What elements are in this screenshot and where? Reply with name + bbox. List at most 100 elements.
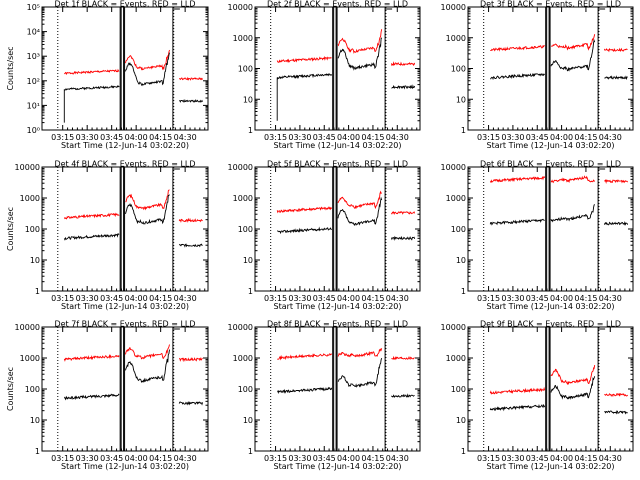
panel-det-7: Det 7f BLACK = Events, RED = LLD 1 10 100 10… [6,320,209,471]
y-tick-label: 10000 [228,163,253,172]
series-line-lld [276,190,416,216]
x-tick-label: 03:30 [501,454,524,463]
x-tick-label: 03:15 [264,294,287,303]
x-tick-label: 04:15 [361,454,384,463]
series-line-events [276,37,416,121]
x-tick-label: 04:00 [550,294,573,303]
y-tick-label: 100 [25,385,40,394]
x-tick-label: 03:15 [264,133,287,142]
x-tick-label: 04:00 [550,133,573,142]
y-tick-label: 10 [30,416,40,425]
x-axis-label: Start Time (12-Jun-14 03:02:20) [274,302,402,311]
x-tick-label: 04:30 [386,294,409,303]
y-tick-label: 1000 [20,354,40,363]
x-tick-label: 04:15 [574,133,597,142]
y-tick-label: 10000 [441,3,466,12]
y-tick-label: 100 [451,385,466,394]
panel-title: Det 3f BLACK = Events, RED = LLD [480,0,621,9]
x-tick-label: 03:30 [288,454,311,463]
series-line-lld [63,344,203,363]
x-tick-label: 04:30 [386,454,409,463]
x-tick-label: 03:45 [313,133,336,142]
x-tick-label: 04:30 [174,454,197,463]
series-line-events [489,204,629,226]
y-tick-label: 1000 [20,194,40,203]
series-line-events [63,52,203,123]
y-tick-label: 10 [243,256,253,265]
x-tick-label: 04:15 [361,294,384,303]
y-tick-label: 10000 [15,163,40,172]
series-line-lld [63,189,203,223]
y-tick-label: 1 [461,447,466,456]
x-tick-label: 03:15 [51,294,74,303]
y-tick-label: 10¹ [27,101,40,110]
x-axis-label: Start Time (12-Jun-14 03:02:20) [61,141,189,150]
panel-det-9: Det 9f BLACK = Events, RED = LLD 1 10 100 10… [441,320,634,471]
x-tick-label: 03:45 [313,294,336,303]
series-line-events [276,196,416,241]
y-tick-label: 10 [243,416,253,425]
x-tick-label: 03:45 [100,454,123,463]
x-tick-label: 04:30 [174,294,197,303]
panel-title: Det 6f BLACK = Events, RED = LLD [480,160,621,169]
panel-det-2: Det 2f BLACK = Events, RED = LLD 1 10 100 10… [228,0,421,150]
x-tick-label: 04:15 [149,294,172,303]
y-tick-label: 10⁰ [27,126,40,135]
x-tick-label: 04:30 [386,133,409,142]
x-tick-label: 03:45 [100,133,123,142]
series-line-events [63,349,204,406]
y-tick-label: 100 [25,225,40,234]
x-tick-label: 03:15 [51,454,74,463]
series-line-events [277,357,415,399]
series-line-lld [277,348,415,361]
y-tick-label: 100 [238,385,253,394]
panel-title: Det 7f BLACK = Events, RED = LLD [54,320,195,329]
x-tick-label: 04:30 [599,133,622,142]
panel-det-5: Det 5f BLACK = Events, RED = LLD 1 10 100 10… [228,160,421,311]
y-tick-label: 10 [243,95,253,104]
x-tick-label: 03:45 [100,294,123,303]
panel-title: Det 4f BLACK = Events, RED = LLD [54,160,195,169]
x-axis-label: Start Time (12-Jun-14 03:02:20) [61,302,189,311]
panel-title: Det 2f BLACK = Events, RED = LLD [267,0,408,9]
x-axis-label: Start Time (12-Jun-14 03:02:20) [274,462,402,471]
y-tick-label: 10 [30,256,40,265]
y-tick-label: 1 [35,447,40,456]
x-axis-label: Start Time (12-Jun-14 03:02:20) [61,462,189,471]
y-tick-label: 100 [451,65,466,74]
x-tick-label: 04:00 [550,454,573,463]
x-tick-label: 04:15 [361,133,384,142]
x-axis-label: Start Time (12-Jun-14 03:02:20) [487,462,615,471]
series-line-events [63,194,203,248]
y-tick-label: 10000 [441,323,466,332]
x-tick-label: 04:15 [574,454,597,463]
panel-det-4: Det 4f BLACK = Events, RED = LLD 1 10 100 10… [6,160,209,311]
y-tick-label: 1 [461,126,466,135]
series-line-events [489,376,628,415]
x-tick-label: 03:45 [313,454,336,463]
x-tick-label: 03:30 [288,294,311,303]
x-tick-label: 04:15 [149,133,172,142]
panel-title: Det 5f BLACK = Events, RED = LLD [267,160,408,169]
x-tick-label: 04:00 [125,294,148,303]
y-tick-label: 1 [35,287,40,296]
x-tick-label: 04:30 [599,454,622,463]
y-tick-label: 1000 [446,354,466,363]
x-tick-label: 04:30 [174,133,197,142]
x-tick-label: 03:15 [51,133,74,142]
x-tick-label: 03:15 [477,294,500,303]
y-tick-label: 100 [238,65,253,74]
x-tick-label: 03:30 [501,133,524,142]
y-axis-label: Counts/sec [6,46,15,90]
x-tick-label: 04:00 [125,133,148,142]
y-tick-label: 1 [248,287,253,296]
x-tick-label: 03:45 [526,454,549,463]
x-tick-label: 03:15 [477,454,500,463]
x-tick-label: 03:30 [76,454,99,463]
y-tick-label: 1000 [446,194,466,203]
panel-title: Det 8f BLACK = Events, RED = LLD [267,320,408,329]
y-tick-label: 1000 [233,354,253,363]
series-line-lld [276,29,416,67]
x-axis-label: Start Time (12-Jun-14 03:02:20) [274,141,402,150]
